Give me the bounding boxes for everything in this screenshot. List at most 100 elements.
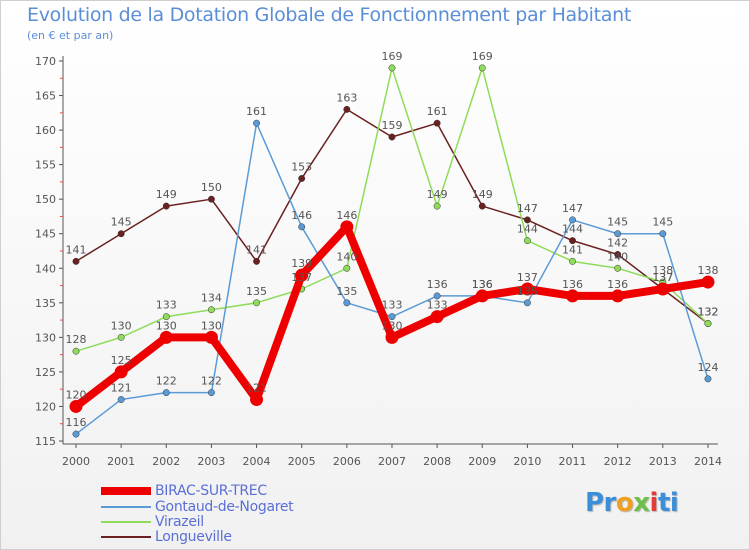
- data-label-longueville: 141: [66, 243, 87, 256]
- data-point-longueville: [253, 257, 261, 265]
- data-label-longueville: 161: [427, 105, 448, 118]
- data-label-longueville: 159: [381, 119, 402, 132]
- legend-item-longueville[interactable]: Longueville: [101, 529, 361, 545]
- y-tick-label: 160: [35, 124, 56, 137]
- proxiti-logo: Proxiti: [585, 488, 679, 518]
- data-point-longueville: [207, 195, 215, 203]
- data-label-gontaud-de-nogaret: 133: [381, 299, 402, 312]
- data-point-gontaud-de-nogaret: [298, 223, 306, 231]
- x-tick-label: 2010: [513, 455, 541, 468]
- data-point-longueville: [298, 175, 306, 182]
- data-label-birac-sur-trec: 138: [697, 264, 718, 277]
- data-point-virazeil: [117, 333, 125, 341]
- data-label-birac-sur-trec: 139: [291, 257, 312, 270]
- data-label-longueville: 145: [111, 216, 132, 229]
- data-label-longueville: 144: [562, 223, 583, 236]
- x-tick-label: 2009: [468, 455, 496, 468]
- data-label-birac-sur-trec: 130: [156, 319, 177, 332]
- data-point-birac-sur-trec: [430, 310, 444, 324]
- x-tick-label: 2012: [604, 455, 632, 468]
- data-point-virazeil: [72, 347, 80, 355]
- data-label-gontaud-de-nogaret: 122: [201, 375, 222, 388]
- x-tick-label: 2001: [107, 455, 135, 468]
- data-point-gontaud-de-nogaret: [207, 389, 215, 397]
- data-point-gontaud-de-nogaret: [388, 313, 396, 321]
- data-label-virazeil: 130: [111, 319, 132, 332]
- data-point-birac-sur-trec: [385, 330, 399, 344]
- data-label-gontaud-de-nogaret: 124: [697, 361, 718, 374]
- legend-swatch-gontaud-de-nogaret: [101, 506, 151, 508]
- data-label-virazeil: 140: [607, 250, 628, 263]
- legend-label-longueville: Longueville: [155, 529, 232, 545]
- data-point-gontaud-de-nogaret: [343, 299, 351, 307]
- data-label-birac-sur-trec: 137: [517, 271, 538, 284]
- data-label-birac-sur-trec: 136: [562, 278, 583, 291]
- legend-label-birac-sur-trec: BIRAC-SUR-TREC: [155, 483, 267, 499]
- data-label-birac-sur-trec: 136: [607, 278, 628, 291]
- data-label-gontaud-de-nogaret: 135: [336, 285, 357, 298]
- data-label-virazeil: 128: [66, 333, 87, 346]
- legend-swatch-longueville: [101, 536, 151, 538]
- data-label-longueville: 149: [472, 188, 493, 201]
- data-point-longueville: [478, 202, 486, 210]
- data-label-birac-sur-trec: 133: [427, 299, 448, 312]
- y-tick-label: 170: [35, 55, 56, 68]
- data-point-gontaud-de-nogaret: [659, 230, 667, 238]
- data-point-birac-sur-trec: [204, 330, 218, 344]
- data-label-birac-sur-trec: 136: [472, 278, 493, 291]
- data-point-virazeil: [569, 257, 576, 265]
- data-label-gontaud-de-nogaret: 136: [472, 278, 493, 291]
- x-tick-label: 2008: [423, 455, 451, 468]
- legend-item-virazeil[interactable]: Virazeil: [101, 514, 361, 530]
- data-point-gontaud-de-nogaret: [704, 375, 712, 383]
- data-label-longueville: 137: [652, 271, 673, 284]
- legend-item-birac-sur-trec[interactable]: BIRAC-SUR-TREC: [101, 483, 361, 499]
- data-label-longueville: 153: [291, 160, 312, 173]
- x-tick-label: 2011: [559, 455, 587, 468]
- data-label-longueville: 132: [697, 306, 718, 319]
- legend-label-virazeil: Virazeil: [155, 514, 204, 530]
- data-label-virazeil: 144: [517, 223, 538, 236]
- data-labels: 116 121 122 122 161 146 135 133 136 136 135 147 145 1…: [66, 50, 719, 429]
- data-label-gontaud-de-nogaret: 121: [111, 382, 132, 395]
- data-point-virazeil: [614, 264, 622, 272]
- data-label-longueville: 149: [156, 188, 177, 201]
- data-label-virazeil: 149: [427, 188, 448, 201]
- x-tick-label: 2002: [152, 455, 180, 468]
- data-label-virazeil: 140: [336, 250, 357, 263]
- x-tick-label: 2006: [333, 455, 361, 468]
- data-point-gontaud-de-nogaret: [117, 396, 125, 403]
- data-point-longueville: [72, 257, 80, 265]
- y-tick-label: 125: [35, 366, 56, 379]
- data-label-virazeil: 134: [201, 292, 222, 305]
- data-point-birac-sur-trec: [295, 268, 309, 282]
- y-tick-label: 150: [35, 193, 56, 206]
- data-label-birac-sur-trec: 130: [381, 319, 402, 332]
- data-point-virazeil: [343, 264, 351, 272]
- x-tick-label: 2003: [197, 455, 225, 468]
- data-point-virazeil: [253, 299, 261, 307]
- data-point-virazeil: [162, 313, 170, 321]
- y-tick-label: 155: [35, 159, 56, 172]
- data-label-virazeil: 133: [156, 299, 177, 312]
- data-point-birac-sur-trec: [475, 289, 489, 303]
- x-tick-label: 2013: [649, 455, 677, 468]
- data-point-birac-sur-trec: [114, 365, 128, 379]
- legend-item-gontaud-de-nogaret[interactable]: Gontaud-de-Nogaret: [101, 499, 361, 515]
- data-point-gontaud-de-nogaret: [569, 216, 576, 224]
- data-label-longueville: 150: [201, 181, 222, 194]
- data-point-virazeil: [704, 320, 712, 327]
- legend-swatch-birac-sur-trec: [101, 487, 151, 495]
- data-label-gontaud-de-nogaret: 116: [66, 416, 87, 429]
- data-label-birac-sur-trec: 120: [66, 388, 87, 401]
- data-label-virazeil: 138: [652, 264, 673, 277]
- data-point-longueville: [117, 230, 125, 238]
- data-point-longueville: [343, 105, 351, 113]
- data-point-virazeil: [433, 202, 441, 210]
- data-point-birac-sur-trec: [656, 282, 670, 296]
- data-label-gontaud-de-nogaret: 146: [291, 209, 312, 222]
- logo-part: o: [615, 488, 634, 518]
- data-point-virazeil: [523, 237, 531, 245]
- data-label-virazeil: 169: [472, 50, 493, 63]
